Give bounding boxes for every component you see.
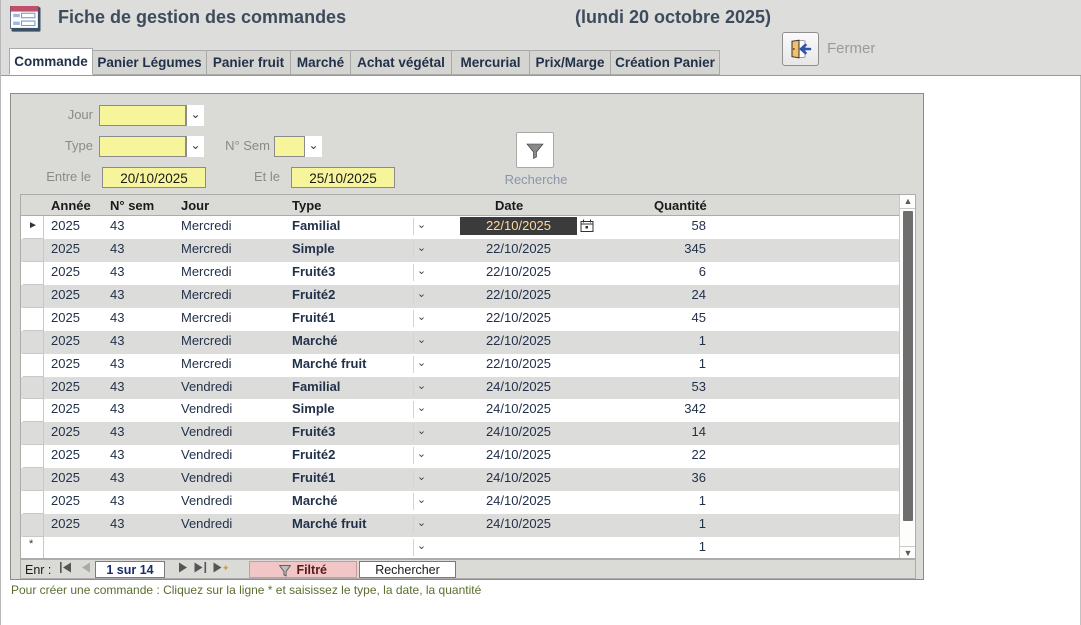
svg-text:✦: ✦	[222, 563, 230, 573]
